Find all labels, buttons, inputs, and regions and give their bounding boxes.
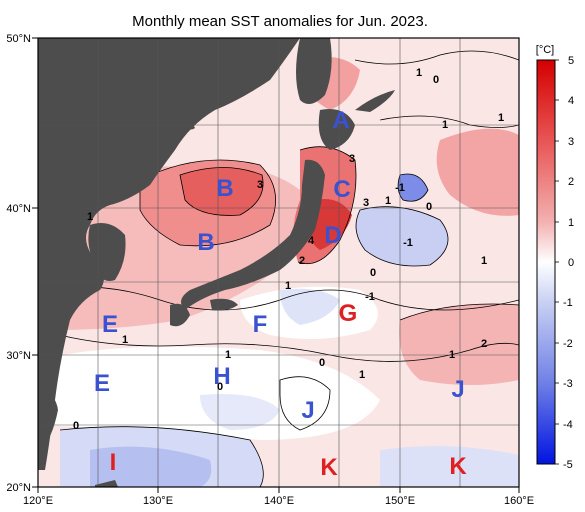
hokkaido — [318, 109, 355, 150]
latitude-labels: 50°N 40°N 30°N 20°N — [6, 33, 31, 494]
region-label-i: I — [110, 449, 117, 476]
region-label-e: E — [102, 311, 118, 338]
contour-label: 0 — [433, 74, 439, 86]
colorbar-tick: -4 — [563, 419, 573, 431]
contour-label: -1 — [395, 182, 405, 194]
lat-label: 20°N — [6, 482, 31, 494]
contour-label: 0 — [426, 201, 432, 213]
contour-label: 2 — [299, 255, 305, 267]
contour-label: 1 — [416, 67, 422, 79]
map-field: 1 0 1 1 3 3 3 1 -1 0 1 4 2 0 -1 -1 1 1 1… — [38, 38, 519, 487]
lon-label: 120°E — [23, 495, 53, 507]
contour-label: 1 — [442, 119, 448, 131]
region-label-b: B — [216, 175, 233, 202]
shikoku — [210, 298, 238, 311]
contour-label: 0 — [217, 381, 223, 393]
contour-label: 1 — [449, 349, 455, 361]
anomaly-patch — [399, 304, 519, 385]
contour-label: 1 — [481, 255, 487, 267]
anomaly-patch — [398, 174, 428, 202]
contour-label: 3 — [257, 179, 263, 191]
region-label-g: G — [339, 300, 358, 327]
contour-label: 1 — [285, 280, 291, 292]
asian-mainland — [38, 38, 300, 470]
contour-lines — [39, 50, 519, 487]
region-label-f: F — [253, 311, 268, 338]
lat-label: 50°N — [6, 33, 31, 45]
anomaly-patch — [380, 446, 519, 487]
graticule — [38, 38, 519, 487]
anomaly-patch — [90, 446, 212, 487]
contour-label: 1 — [225, 349, 231, 361]
contour-label: 3 — [349, 153, 355, 165]
anomaly-patch — [38, 346, 380, 440]
taiwan — [38, 394, 58, 450]
region-label-h: H — [213, 363, 230, 390]
land-masses — [38, 38, 395, 487]
contour-label: 0 — [73, 420, 79, 432]
sakhalin — [296, 38, 332, 104]
contour-label: 4 — [308, 235, 315, 247]
colorbar-tick: 0 — [568, 257, 574, 269]
colorbar-tick: -3 — [563, 378, 573, 390]
anomaly-patch — [309, 199, 352, 250]
contour-label: -1 — [403, 237, 413, 249]
contour-label: 1 — [498, 112, 504, 124]
colorbar-tick: 3 — [568, 136, 574, 148]
anomaly-patch — [356, 206, 448, 266]
contour-labels: 1 0 1 1 3 3 3 1 -1 0 1 4 2 0 -1 -1 1 1 1… — [73, 67, 504, 432]
longitude-labels: 120°E 130°E 140°E 150°E 160°E — [23, 495, 534, 507]
contour-label: 1 — [122, 334, 128, 346]
region-label-j: J — [301, 397, 314, 424]
colorbar-tick: 5 — [568, 55, 574, 67]
contour-label: 0 — [319, 357, 325, 369]
contour-label: 3 — [363, 197, 369, 209]
korean-peninsula — [88, 222, 126, 281]
colorbar-tick: -1 — [563, 297, 573, 309]
lon-label: 140°E — [264, 495, 294, 507]
contour-label: 1 — [359, 369, 365, 381]
region-label-k: K — [320, 454, 338, 481]
contour-label: 2 — [481, 338, 487, 350]
anomaly-patch — [280, 288, 340, 325]
region-label-k: K — [449, 453, 467, 480]
colorbar-tick: 2 — [568, 176, 574, 188]
colorbar-tick: -2 — [563, 338, 573, 350]
colorbar-tick: 4 — [568, 95, 574, 107]
kuril-islands — [355, 90, 395, 112]
anomaly-patch — [200, 394, 280, 430]
anomaly-patch — [180, 167, 264, 216]
map-title: Monthly mean SST anomalies for Jun. 2023… — [132, 13, 428, 30]
anomaly-patch — [436, 128, 519, 216]
region-labels: A B B C D E E F G H I J J K K — [94, 107, 467, 481]
colorbar-unit: [°C] — [536, 44, 554, 56]
colorbar: [°C] 5 4 3 2 1 0 -1 -2 -3 -4 -5 — [536, 44, 574, 471]
contour-label: -1 — [365, 291, 375, 303]
region-label-b: B — [197, 229, 214, 256]
contour-label: 1 — [87, 211, 93, 223]
region-label-j: J — [451, 376, 464, 403]
region-label-c: C — [333, 176, 350, 203]
region-label-d: D — [324, 222, 341, 249]
axis-ticks — [32, 37, 520, 493]
luzon — [95, 480, 118, 487]
colorbar-tick: 1 — [568, 217, 574, 229]
honshu — [181, 159, 325, 310]
lon-label: 160°E — [504, 495, 534, 507]
kyushu — [170, 303, 190, 327]
lat-label: 40°N — [6, 203, 31, 215]
contour-label: 0 — [370, 267, 376, 279]
lat-label: 30°N — [6, 350, 31, 362]
colorbar-scale — [536, 59, 556, 465]
contour-label: 1 — [385, 195, 391, 207]
lon-label: 130°E — [143, 495, 173, 507]
region-label-a: A — [332, 107, 349, 134]
region-label-e: E — [94, 370, 110, 397]
lon-label: 150°E — [385, 495, 415, 507]
colorbar-tick: -5 — [563, 459, 573, 471]
